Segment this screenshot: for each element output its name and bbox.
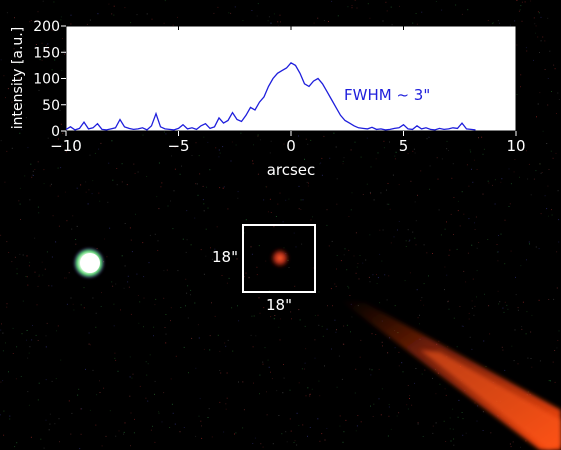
x-tick-label: −5 — [167, 137, 189, 155]
y-tick-label: 100 — [33, 72, 60, 88]
box-label-left: 18" — [212, 248, 238, 266]
x-tick-label: 10 — [506, 137, 525, 155]
x-axis-label: arcsec — [267, 161, 316, 179]
bright-star — [73, 247, 105, 279]
x-tick-label: −10 — [50, 137, 82, 155]
x-tick-label: 0 — [286, 137, 296, 155]
fwhm-annotation: FWHM ~ 3" — [344, 86, 430, 104]
y-tick-label: 200 — [33, 19, 60, 35]
zoom-box — [242, 224, 316, 293]
y-axis-label: intensity [a.u.] — [10, 27, 26, 129]
y-tick-label: 0 — [51, 124, 60, 140]
x-ticks: −10 −5 0 5 10 — [50, 26, 526, 155]
red-streak — [340, 300, 561, 450]
series-line — [65, 61, 476, 131]
y-tick-label: 150 — [33, 45, 60, 61]
red-source — [269, 247, 291, 269]
plot-area — [65, 25, 517, 132]
box-label-bottom: 18" — [266, 296, 292, 314]
y-ticks: 0 50 100 150 200 — [33, 19, 66, 140]
y-tick-label: 50 — [42, 98, 60, 114]
x-tick-label: 5 — [399, 137, 409, 155]
